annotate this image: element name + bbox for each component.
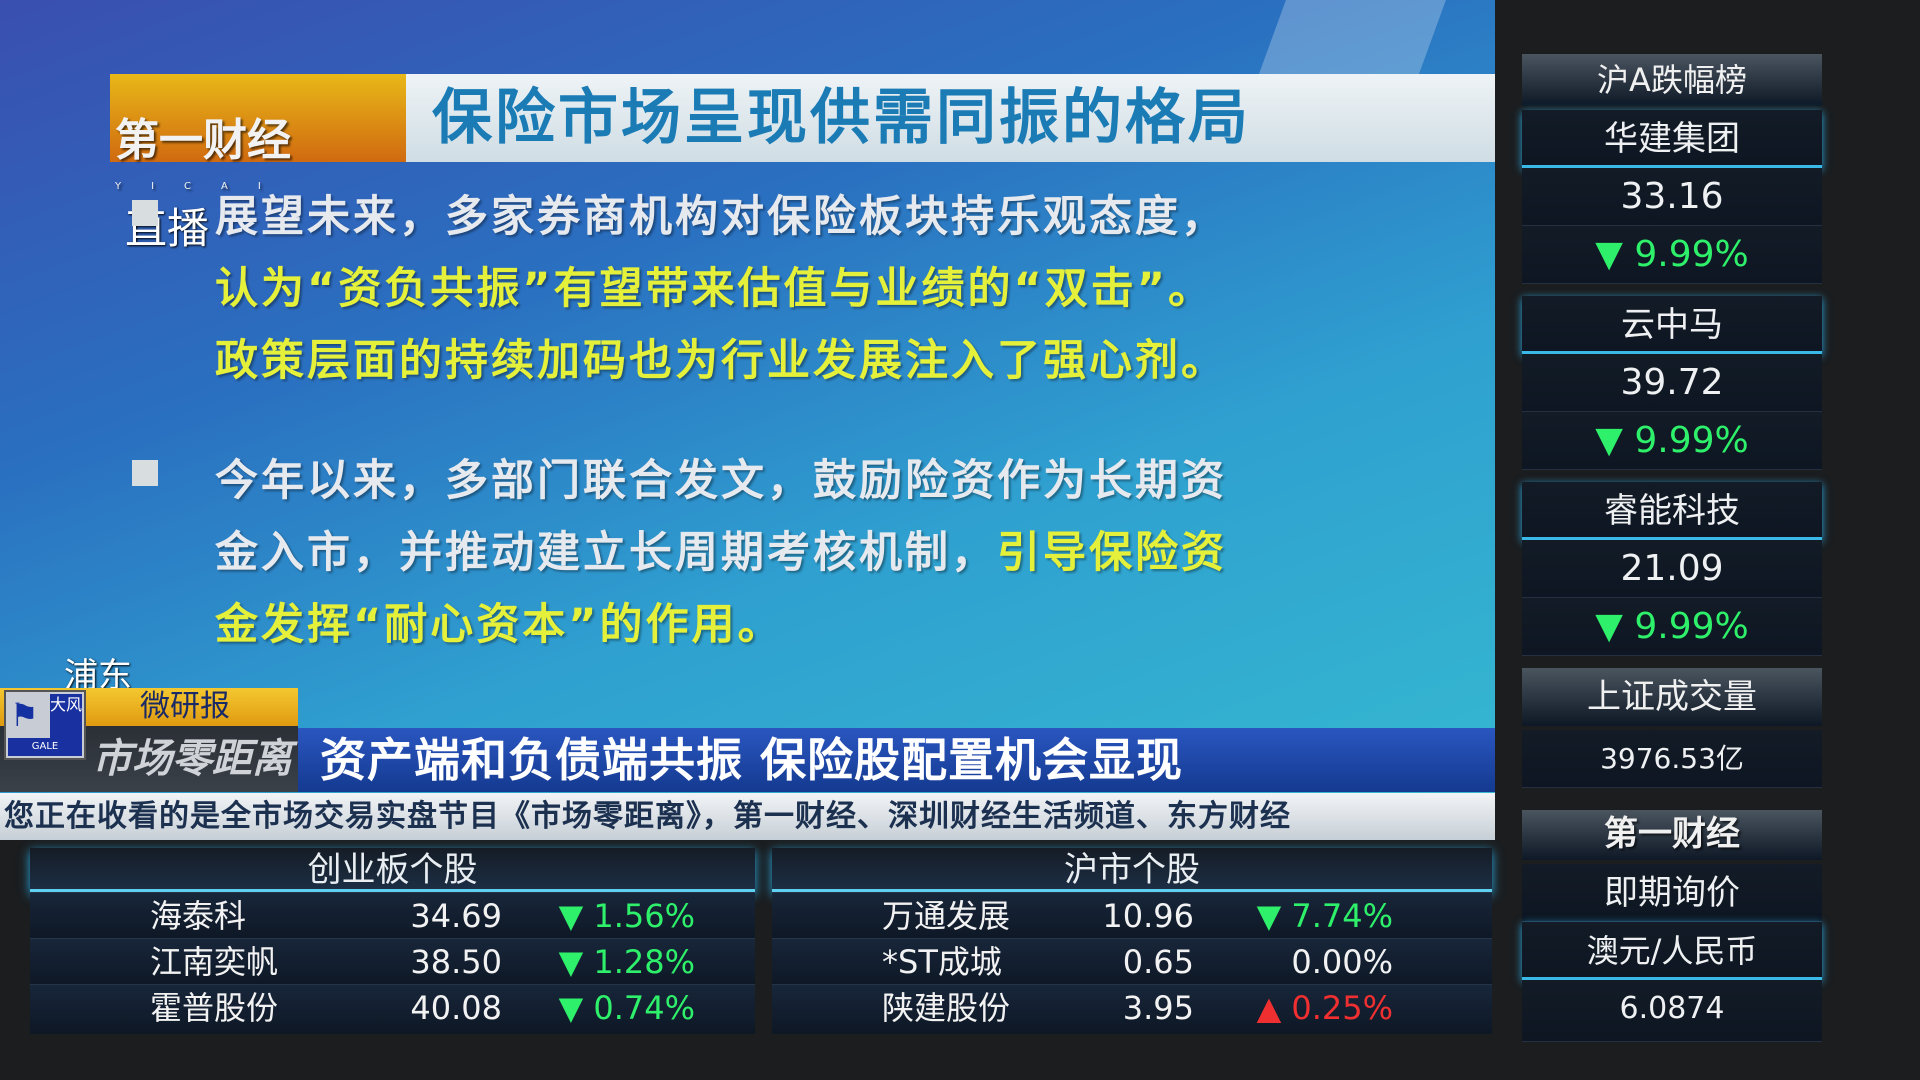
volume-label: 上证成交量 xyxy=(1522,668,1822,726)
table-title: 创业板个股 xyxy=(30,848,755,892)
fx-value: 6.0874 xyxy=(1522,980,1822,1042)
news-ticker: 您正在收看的是全市场交易实盘节目《市场零距离》，第一财经、深圳财经生活频道、东方… xyxy=(0,793,1495,840)
headline: 资产端和负债端共振 保险股配置机会显现 xyxy=(298,728,1495,792)
text-segment: 今年以来，多部门联合发文，鼓励险资作为长期资 xyxy=(215,456,1227,506)
text-segment: 政策层面的持续加码也为行业发展注入了强心剂。 xyxy=(215,336,1227,386)
stock-name: 云中马 xyxy=(1522,296,1822,354)
stock-price: 40.08 xyxy=(410,989,502,1027)
video-frame: 保险市场呈现供需同振的格局 第一财经 YICAI 直播 展望未来，多家券商机构对保… xyxy=(0,0,1495,793)
stock-change: ▼ 7.74% xyxy=(1256,897,1393,935)
stock-price: 0.65 xyxy=(1122,943,1194,981)
stock-change: ▼ 1.28% xyxy=(558,943,695,981)
slide-title: 保险市场呈现供需同振的格局 xyxy=(406,74,1495,162)
logo-text: 第一财经 xyxy=(115,115,291,166)
stock-change: ▼ 9.99% xyxy=(1522,412,1822,470)
stock-name: 陕建股份 xyxy=(882,989,1011,1027)
text-segment: 金入市，并推动建立长周期考核机制， xyxy=(215,528,997,578)
text-segment: 展望未来，多家券商机构对保险板块持乐观态度， xyxy=(215,192,1227,242)
text-segment: 认为“资负共振”有望带来估值与业绩的“双击”。 xyxy=(215,264,1215,314)
title-accent-block xyxy=(110,74,406,162)
bullet-icon xyxy=(132,200,158,226)
stock-change: ▼ 9.99% xyxy=(1522,226,1822,284)
ranking-title: 沪A跌幅榜 xyxy=(1522,54,1822,106)
fx-pair: 澳元/人民币 xyxy=(1522,922,1822,980)
stock-name: 霍普股份 xyxy=(150,989,279,1027)
stock-name: *ST成城 xyxy=(882,943,1002,981)
table-row: 霍普股份 40.08 ▼ 0.74% xyxy=(30,984,755,1032)
bullet2-line: 金发挥“耐心资本”的作用。 xyxy=(215,590,784,652)
bullet1-line: 政策层面的持续加码也为行业发展注入了强心剂。 xyxy=(215,326,1227,388)
ranking-item: 睿能科技 21.09 ▼ 9.99% xyxy=(1522,482,1822,656)
stock-change: ▼ 9.99% xyxy=(1522,598,1822,656)
badge-bottom-text: GALE xyxy=(8,738,82,756)
yicai-logo: 第一财经 YICAI xyxy=(115,118,291,210)
bullet2-line: 金入市，并推动建立长周期考核机制，引导保险资 xyxy=(215,518,1227,580)
badge-top-text: 大风 xyxy=(50,694,82,738)
ranking-list: 华建集团 33.16 ▼ 9.99% 云中马 39.72 ▼ 9.99% 睿能科技 21.09… xyxy=(1522,110,1822,656)
text-segment: 引导保险资 xyxy=(997,528,1227,578)
logo-subtext: YICAI xyxy=(115,181,291,192)
ranking-item: 云中马 39.72 ▼ 9.99% xyxy=(1522,296,1822,470)
flag-icon: ⚑ xyxy=(10,696,39,734)
stock-name: 华建集团 xyxy=(1522,110,1822,168)
stock-price: 38.50 xyxy=(410,943,502,981)
table-row: 万通发展 10.96 ▼ 7.74% xyxy=(772,892,1492,938)
stock-price: 34.69 xyxy=(410,897,502,935)
chinext-stocks-table: 创业板个股 海泰科 34.69 ▼ 1.56% 江南奕帆 38.50 ▼ 1.28% 霍普股… xyxy=(30,848,755,1034)
bullet1-line: 展望未来，多家券商机构对保险板块持乐观态度， xyxy=(215,182,1227,244)
stock-name: 睿能科技 xyxy=(1522,482,1822,540)
stock-price: 10.96 xyxy=(1102,897,1194,935)
stock-change: 0.00% xyxy=(1291,943,1393,981)
stock-price: 39.72 xyxy=(1522,354,1822,412)
stock-name: 海泰科 xyxy=(150,897,247,935)
ranking-item: 华建集团 33.16 ▼ 9.99% xyxy=(1522,110,1822,284)
table-row: 陕建股份 3.95 ▲ 0.25% xyxy=(772,984,1492,1032)
stock-change: ▼ 1.56% xyxy=(558,897,695,935)
stock-price: 3.95 xyxy=(1122,989,1194,1027)
stock-change: ▲ 0.25% xyxy=(1256,989,1393,1027)
stock-price: 21.09 xyxy=(1522,540,1822,598)
stock-name: 江南奕帆 xyxy=(150,943,279,981)
bullet-icon xyxy=(132,460,158,486)
volume-value: 3976.53亿 xyxy=(1522,730,1822,788)
bullet2-line: 今年以来，多部门联合发文，鼓励险资作为长期资 xyxy=(215,446,1227,508)
stock-name: 万通发展 xyxy=(882,897,1011,935)
shanghai-stocks-table: 沪市个股 万通发展 10.96 ▼ 7.74% *ST成城 0.65 0.00% 陕建股份 3… xyxy=(772,848,1492,1034)
text-segment: 金发挥“耐心资本”的作用。 xyxy=(215,600,784,650)
yicai-logo: 第一财经 xyxy=(1522,810,1822,860)
table-title: 沪市个股 xyxy=(772,848,1492,892)
gale-warning-badge: ⚑ 大风 GALE xyxy=(4,690,86,760)
table-row: 海泰科 34.69 ▼ 1.56% xyxy=(30,892,755,938)
stock-price: 33.16 xyxy=(1522,168,1822,226)
bullet1-line: 认为“资负共振”有望带来估值与业绩的“双击”。 xyxy=(215,254,1214,316)
right-panel: 沪A跌幅榜 华建集团 33.16 ▼ 9.99% 云中马 39.72 ▼ 9.99% 睿能科… xyxy=(1522,54,1822,1042)
fx-label: 即期询价 xyxy=(1522,864,1822,922)
stock-change: ▼ 0.74% xyxy=(558,989,695,1027)
table-row: *ST成城 0.65 0.00% xyxy=(772,938,1492,984)
table-row: 江南奕帆 38.50 ▼ 1.28% xyxy=(30,938,755,984)
